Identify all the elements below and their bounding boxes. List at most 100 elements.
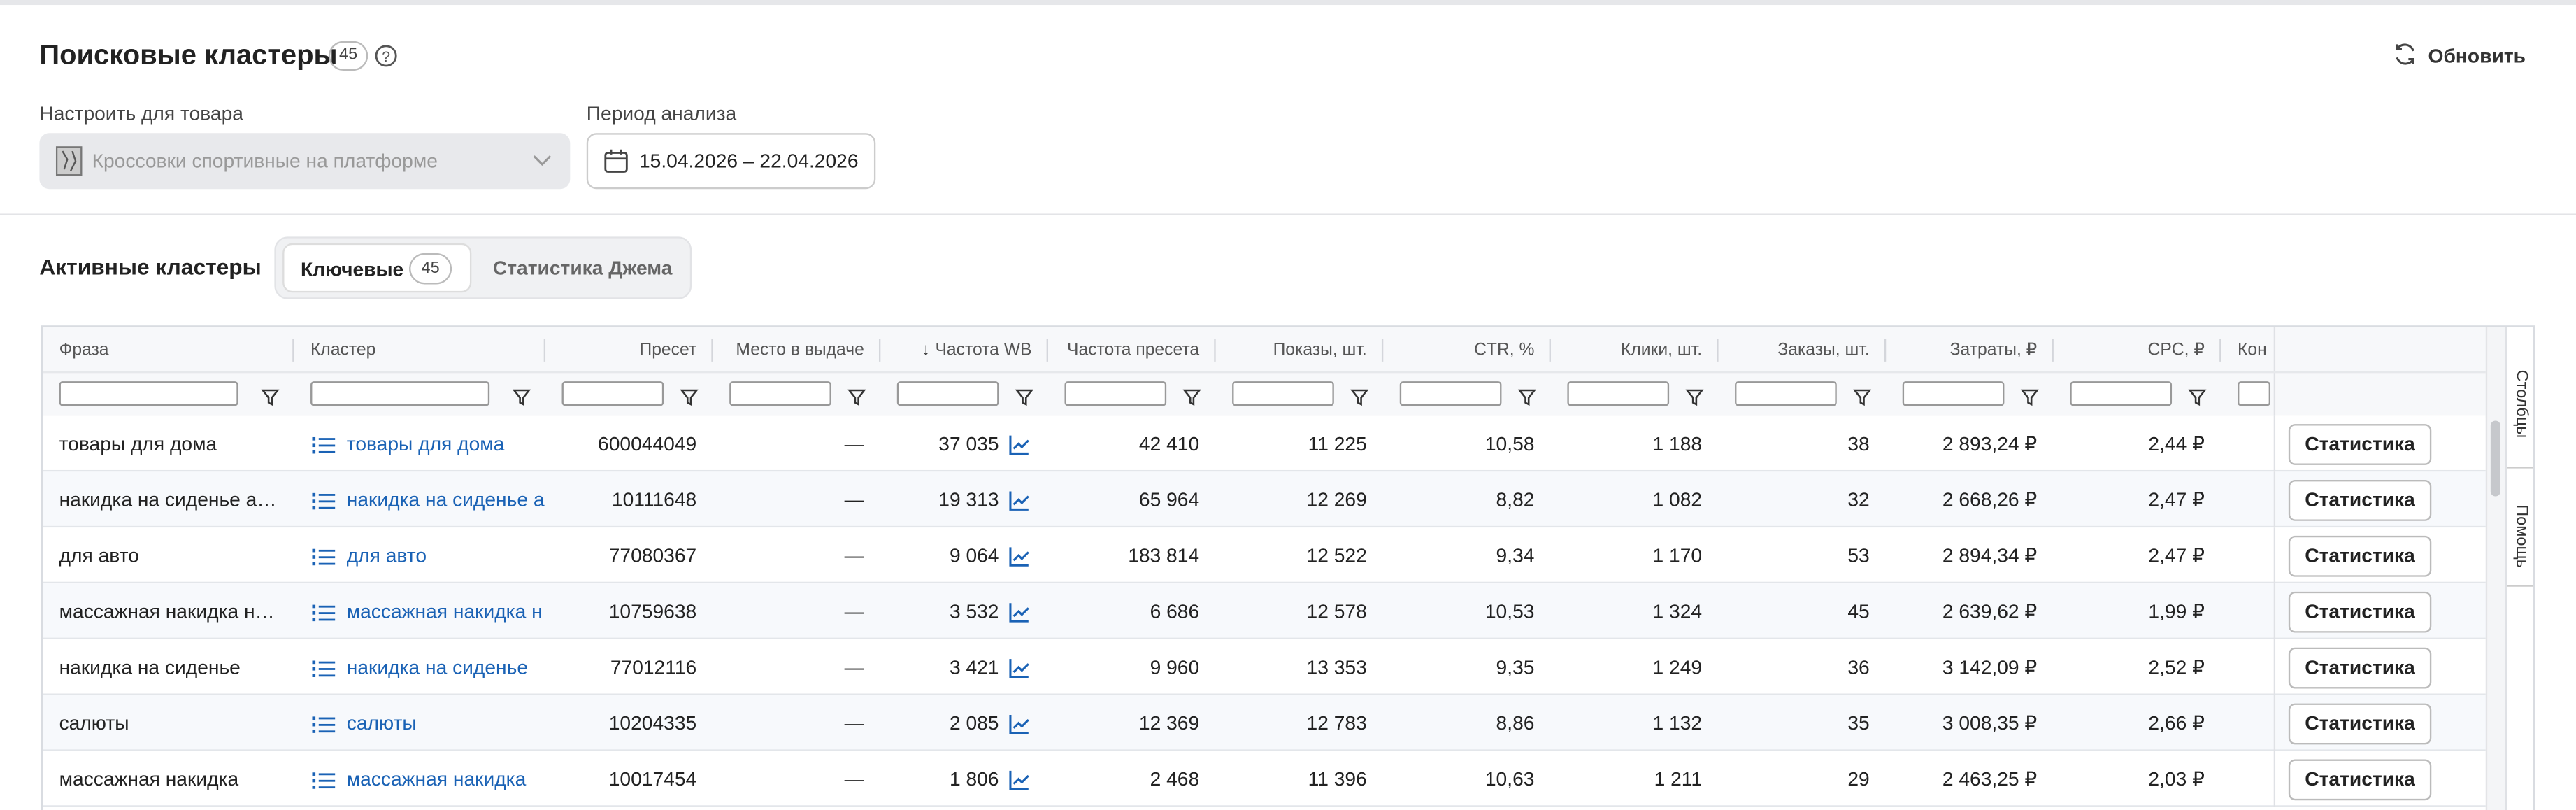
chart-icon bbox=[1009, 434, 1031, 463]
cluster-link[interactable]: для авто bbox=[346, 543, 427, 567]
table-cell: 1 170 bbox=[1652, 543, 1703, 567]
filter-input[interactable] bbox=[310, 381, 490, 406]
table-cell: 1 188 bbox=[1652, 432, 1703, 455]
period-label: Период анализа bbox=[586, 101, 737, 125]
scrollbar bbox=[2485, 327, 2507, 810]
filter-input[interactable] bbox=[561, 381, 664, 406]
table-cell: 38 bbox=[1847, 432, 1870, 455]
stats-button[interactable]: Статистика bbox=[2288, 759, 2432, 801]
product-value: Кроссовки спортивные на платформе bbox=[92, 149, 438, 173]
column-separator bbox=[1046, 338, 1048, 362]
table-cell: 12 522 bbox=[1306, 543, 1367, 567]
action-cell bbox=[2273, 415, 2486, 472]
action-cell bbox=[2273, 471, 2486, 528]
table-cell: 2 085 bbox=[949, 711, 999, 735]
table-cell: 12 369 bbox=[1138, 711, 1200, 735]
table-cell: 37 035 bbox=[938, 432, 999, 455]
column-header[interactable]: Заказы, шт. bbox=[1777, 340, 1870, 360]
column-header[interactable]: Кон bbox=[2238, 340, 2267, 360]
chart-icon-svg bbox=[1009, 547, 1029, 567]
cluster-link[interactable]: накидка на сиденье а bbox=[346, 488, 545, 511]
filter-input[interactable] bbox=[1902, 381, 2005, 406]
period-picker[interactable]: 15.04.2026 – 22.04.2026 bbox=[586, 133, 876, 190]
cluster-link[interactable]: салюты bbox=[346, 711, 417, 735]
column-header[interactable]: Показы, шт. bbox=[1273, 340, 1367, 360]
filter-icon-svg bbox=[1517, 389, 1537, 406]
filter-input[interactable] bbox=[1232, 381, 1334, 406]
table-row bbox=[43, 415, 2486, 472]
stats-button[interactable]: Статистика bbox=[2288, 703, 2432, 745]
table-cell: 9,34 bbox=[1496, 543, 1535, 567]
table-cell: салюты bbox=[59, 711, 129, 735]
table-cell: 42 410 bbox=[1138, 432, 1200, 455]
chart-icon-svg bbox=[1009, 715, 1029, 734]
side-tab[interactable]: Помощь bbox=[2507, 478, 2533, 587]
table-cell: 10,63 bbox=[1484, 767, 1535, 791]
cluster-link[interactable]: товары для дома bbox=[346, 432, 505, 455]
table-cell: 2,47 ₽ bbox=[2148, 543, 2205, 567]
column-header[interactable]: Клики, шт. bbox=[1621, 340, 1703, 360]
table-cell: товары для дома bbox=[59, 432, 217, 455]
stats-button[interactable]: Статистика bbox=[2288, 647, 2432, 689]
list-icon-svg bbox=[312, 716, 336, 733]
column-header[interactable]: Фраза bbox=[59, 340, 109, 360]
table-cell: 13 353 bbox=[1306, 655, 1367, 679]
tab-active[interactable]: Ключевые 45 bbox=[282, 243, 472, 293]
table-cell: — bbox=[844, 767, 864, 791]
chart-icon bbox=[1009, 713, 1031, 743]
cluster-link[interactable]: массажная накидка bbox=[346, 767, 527, 791]
column-header[interactable]: CPC, ₽ bbox=[2147, 340, 2205, 360]
column-header[interactable]: CTR, % bbox=[1474, 340, 1535, 360]
list-icon-svg bbox=[312, 772, 336, 789]
filter-input[interactable] bbox=[2238, 381, 2271, 406]
stats-button[interactable]: Статистика bbox=[2288, 535, 2432, 577]
refresh-label: Обновить bbox=[2428, 44, 2526, 68]
table-cell: 3 142,09 ₽ bbox=[1942, 655, 2038, 679]
filter-icon bbox=[1685, 385, 1704, 414]
column-header[interactable]: Частота пресета bbox=[1067, 340, 1200, 360]
product-select[interactable]: Кроссовки спортивные на платформе bbox=[39, 133, 571, 190]
filter-icon-svg bbox=[512, 389, 531, 406]
stats-button[interactable]: Статистика bbox=[2288, 480, 2432, 521]
filter-input[interactable] bbox=[1399, 381, 1502, 406]
filter-input[interactable] bbox=[1567, 381, 1670, 406]
table-cell: 9,35 bbox=[1496, 655, 1535, 679]
action-header bbox=[2273, 327, 2488, 416]
filter-input[interactable] bbox=[1735, 381, 1837, 406]
column-header[interactable]: Пресет bbox=[639, 340, 697, 360]
table-cell: 10,58 bbox=[1484, 432, 1535, 455]
chart-icon bbox=[1009, 546, 1031, 575]
filter-input[interactable] bbox=[896, 381, 999, 406]
column-header[interactable]: ↓ Частота WB bbox=[922, 340, 1032, 360]
stats-button[interactable]: Статистика bbox=[2288, 591, 2432, 633]
cluster-link[interactable]: накидка на сиденье bbox=[346, 655, 528, 679]
column-separator bbox=[711, 338, 713, 362]
filter-input[interactable] bbox=[729, 381, 831, 406]
filter-input[interactable] bbox=[1064, 381, 1167, 406]
table-cell: 1 211 bbox=[1654, 767, 1703, 791]
stats-button[interactable]: Статистика bbox=[2288, 424, 2432, 465]
side-tab[interactable]: Столбцы bbox=[2507, 343, 2533, 469]
help-icon[interactable]: ? bbox=[375, 44, 398, 67]
chart-icon bbox=[1009, 602, 1031, 631]
column-separator bbox=[2219, 338, 2221, 362]
tab-label[interactable]: Статистика Джема bbox=[492, 256, 673, 280]
column-header[interactable]: Место в выдаче bbox=[736, 340, 864, 360]
filter-input[interactable] bbox=[59, 381, 238, 406]
table-cell: 36 bbox=[1847, 655, 1870, 679]
table-cell: массажная накидка bbox=[59, 767, 239, 791]
cluster-link[interactable]: массажная накидка н bbox=[346, 599, 543, 623]
table-cell: массажная накидка н… bbox=[59, 599, 275, 623]
list-icon-svg bbox=[312, 548, 336, 566]
table-cell: — bbox=[844, 432, 864, 455]
top-edge bbox=[0, 0, 2576, 6]
action-cell bbox=[2273, 751, 2486, 807]
column-header[interactable]: Кластер bbox=[310, 340, 376, 360]
filter-icon bbox=[512, 385, 531, 414]
column-header[interactable]: Затраты, ₽ bbox=[1949, 340, 2038, 360]
table-cell: 600044049 bbox=[598, 432, 697, 455]
filter-icon-svg bbox=[1685, 389, 1704, 406]
filter-input[interactable] bbox=[2070, 381, 2173, 406]
table-cell: 32 bbox=[1847, 488, 1870, 511]
page-title: Поисковые кластеры bbox=[39, 39, 338, 71]
